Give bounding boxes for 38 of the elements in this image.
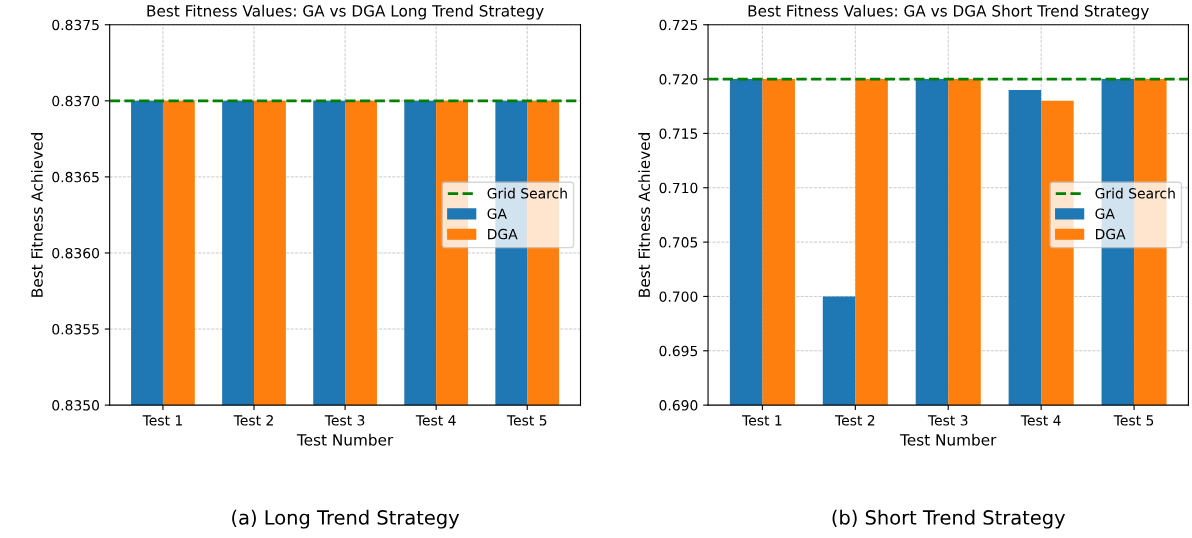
y-tick-label: 0.715 [659, 128, 698, 139]
x-axis-title: Test Number [900, 433, 997, 446]
y-tick-label: 0.8370 [52, 95, 100, 107]
y-axis-title: Best Fitness Achieved [638, 133, 651, 297]
y-tick-label: 0.690 [659, 400, 698, 411]
legend-label: Grid Search [1095, 187, 1175, 199]
y-tick-label: 0.8350 [52, 400, 100, 411]
chart-title: Best Fitness Values: GA vs DGA Long Trend Strategy [147, 4, 544, 20]
x-tick-label: Test 3 [324, 415, 365, 426]
y-tick-label: 0.8355 [52, 324, 99, 335]
y-tick-label: 0.720 [659, 74, 698, 85]
legend-label: DGA [488, 228, 518, 240]
x-tick-label: Test 1 [742, 415, 782, 426]
legend-label: GA [1095, 208, 1115, 219]
y-tick-label: 0.8365 [52, 171, 99, 183]
x-tick-label: Test 5 [1113, 415, 1154, 426]
x-tick-label: Test 4 [1020, 415, 1061, 426]
y-tick-label: 0.8360 [52, 247, 100, 259]
y-tick-label: 0.8375 [52, 19, 99, 31]
text: (a) Long Trend Strategy [232, 509, 460, 529]
y-tick-label: 0.710 [659, 182, 698, 194]
legend-label: GA [487, 208, 507, 219]
text: (b) Short Trend Strategy [832, 509, 1066, 529]
x-tick-label: Test 4 [415, 415, 456, 426]
x-tick-label: Test 2 [233, 415, 273, 426]
legend-label: Grid Search [487, 187, 567, 199]
y-tick-label: 0.725 [659, 19, 698, 31]
chart-title: Best Fitness Values: GA vs DGA Short Trend Strategy [748, 4, 1149, 20]
y-axis-title: Best Fitness Achieved [31, 133, 43, 297]
x-tick-label: Test 5 [506, 415, 547, 426]
x-tick-label: Test 1 [142, 415, 182, 426]
legend-label: DGA [1096, 228, 1126, 240]
y-tick-label: 0.695 [659, 345, 698, 357]
y-tick-label: 0.705 [659, 237, 698, 248]
x-tick-label: Test 3 [927, 415, 968, 426]
x-axis-title: Test Number [296, 433, 394, 446]
y-tick-label: 0.700 [659, 291, 698, 302]
x-tick-label: Test 2 [834, 415, 875, 426]
